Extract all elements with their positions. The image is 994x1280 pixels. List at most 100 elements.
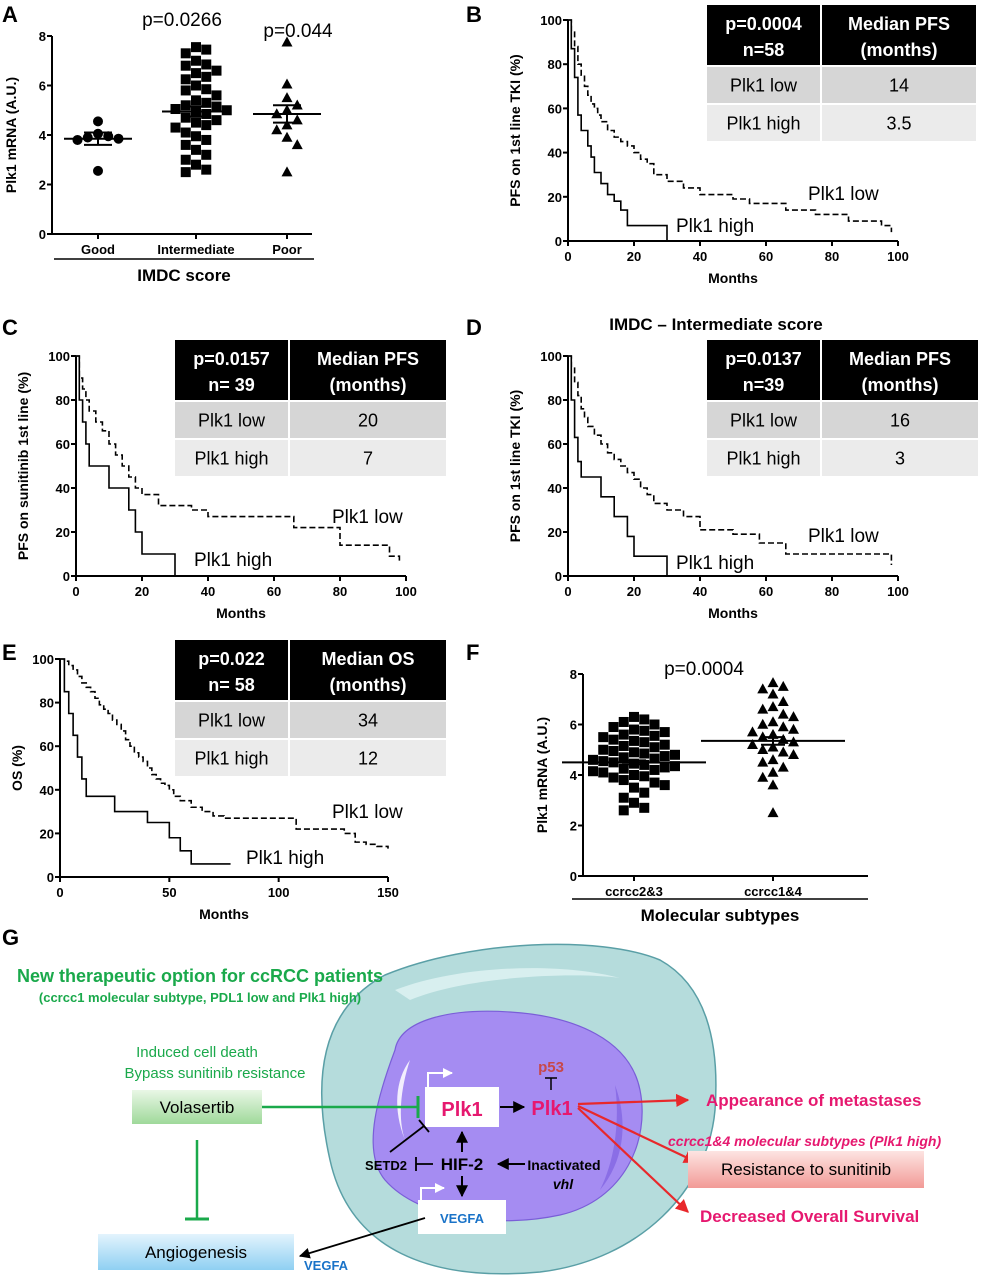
survival-label: Decreased Overall Survival [700,1207,919,1226]
data-point [191,95,201,106]
data-point [598,732,609,743]
data-point [788,723,799,734]
x-tick-label: Good [81,242,115,257]
curve-label-high: Plk1 high [194,550,272,571]
data-point [201,134,212,145]
chart-f: 0 2 4 6 8 Plk1 mRNA (A.U.) Molecular subtypes c… [534,659,868,925]
x-tick-label: 100 [887,249,909,264]
angiogenesis-box [98,1234,294,1270]
table-row-value: 12 [358,748,378,768]
data-point [767,807,779,818]
y-tick-label: 0 [47,870,54,885]
data-point [180,48,191,59]
table-row-value-cell [822,402,978,438]
data-point [191,68,201,79]
table-header-cell-stats [175,640,288,700]
setd2-inhibits-plk1-line [389,1125,425,1153]
data-point [201,164,212,175]
data-point [201,108,212,119]
y-tick-label: 100 [540,349,562,364]
data-point [767,701,779,712]
effect-line-1: Induced cell death [136,1044,258,1061]
chart-a: 0 2 4 6 8 Plk1 mRNA (A.U.) IMDC score Good Inter… [3,10,333,285]
data-point [170,122,181,133]
plk1-promoter-arrow [427,1068,453,1087]
angiogenesis-label: Angiogenesis [145,1243,247,1262]
y-tick-label: 8 [39,29,46,44]
table-row-value-cell [822,440,978,476]
data-point [180,60,191,71]
x-tick-label: 20 [627,249,641,264]
data-point [757,703,769,714]
x-tick-label: 0 [564,584,571,599]
data-point [629,735,639,746]
table-n: n= 39 [208,375,255,395]
volasertib-box [132,1090,262,1124]
x-tick-label: 40 [693,249,707,264]
data-point [757,683,769,694]
x-tick-label: 80 [333,584,347,599]
data-point [767,741,779,752]
data-point [191,42,201,53]
table-header-cell-median [290,640,446,700]
data-point [757,744,769,754]
table-pvalue: p=0.022 [198,649,265,669]
data-point [201,149,212,160]
data-point [618,740,629,751]
table-row-value: 7 [363,448,373,468]
table-header-cell-stats [707,5,820,65]
vegfa-gene-label: VEGFA [440,1211,485,1226]
data-point [618,752,629,763]
table-row-value: 3 [895,448,905,468]
x-tick-label: 60 [759,584,773,599]
x-tick-label: 0 [564,249,571,264]
table-n: n= 58 [208,675,255,695]
y-tick-label: 40 [40,783,54,798]
table-row-label-cell [175,740,288,776]
plk1-gene-label: Plk1 [441,1099,482,1121]
km-curve-plk1-low [76,355,401,561]
panel-letter-b: B [466,2,482,27]
setd2-inhibits-plk1-bar [418,1119,430,1133]
data-point [757,756,769,767]
curve-label-low: Plk1 low [808,184,879,205]
data-point [670,761,680,772]
y-tick-label: 4 [570,768,578,783]
data-point [201,44,212,55]
p-value-label: p=0.0266 [142,10,222,31]
y-tick-label: 0 [570,869,577,884]
x-tick-label: 100 [268,885,290,900]
table-median-unit: (months) [861,40,938,60]
data-point [788,749,799,760]
y-tick-label: 2 [570,819,577,834]
y-axis-label: OS (%) [9,745,25,791]
data-point [629,747,639,758]
x-tick-label: 100 [395,584,417,599]
data-point [608,772,619,783]
y-tick-label: 0 [63,569,70,584]
x-tick-label: Poor [272,242,302,257]
data-point [180,139,191,150]
setd2-label: SETD2 [365,1158,407,1173]
curve-label-high: Plk1 high [676,216,754,237]
y-tick-label: 20 [548,190,562,205]
km-curve-plk1-high [76,355,176,576]
x-tick-label: ccrcc1&4 [744,884,803,899]
data-point [659,780,670,791]
data-point [191,55,201,66]
data-point [180,127,191,138]
x-tick-label: 60 [759,249,773,264]
km-curve-plk1-high [568,355,668,576]
data-point [281,92,293,103]
x-tick-label: Intermediate [157,242,234,257]
km-curve-plk1-low [568,19,893,233]
data-point [629,797,639,808]
nucleus-shadow [600,1085,623,1190]
curve-label-low: Plk1 low [332,802,403,823]
data-point [659,727,670,738]
chart-title: IMDC – Intermediate score [609,315,823,334]
resistance-label: Resistance to sunitinib [721,1160,891,1179]
table-row-value: 34 [358,710,378,730]
y-tick-label: 80 [56,393,70,408]
chart-b: 0 20 40 60 80 100 0 20 40 60 80 100 Months PFS on 1st… [507,5,976,286]
